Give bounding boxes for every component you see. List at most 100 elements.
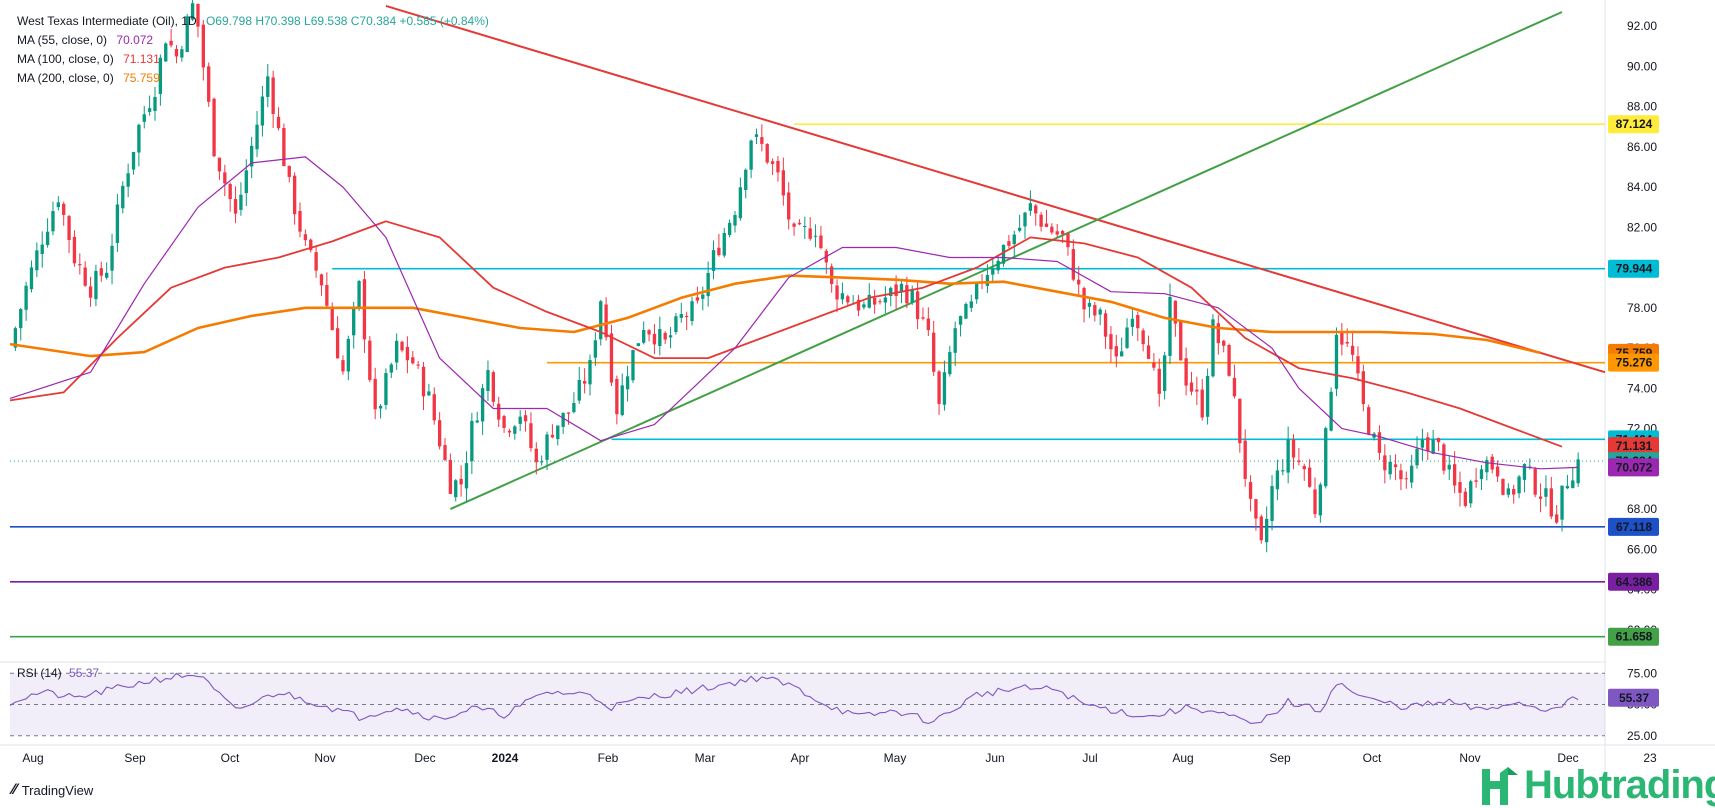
candle-body[interactable] — [362, 279, 367, 340]
candle-body[interactable] — [1130, 318, 1135, 327]
candle-body[interactable] — [1495, 466, 1500, 477]
candle-body[interactable] — [1270, 486, 1274, 521]
candle-body[interactable] — [803, 226, 807, 228]
candle-body[interactable] — [964, 304, 968, 319]
candle-body[interactable] — [1324, 428, 1328, 487]
candle-body[interactable] — [427, 391, 431, 396]
candle-body[interactable] — [437, 420, 442, 447]
candle-body[interactable] — [217, 157, 222, 172]
candle-body[interactable] — [1560, 485, 1564, 520]
candle-body[interactable] — [813, 235, 818, 237]
candle-body[interactable] — [1377, 432, 1382, 453]
candle-body[interactable] — [1125, 327, 1129, 348]
candle-body[interactable] — [1297, 460, 1301, 463]
candle-body[interactable] — [1034, 205, 1038, 214]
candle-body[interactable] — [593, 340, 598, 358]
candle-body[interactable] — [620, 385, 624, 416]
candle-body[interactable] — [1383, 455, 1387, 471]
candle-body[interactable] — [169, 40, 173, 46]
candle-body[interactable] — [1469, 481, 1473, 504]
candle-body[interactable] — [787, 192, 791, 220]
candle-body[interactable] — [126, 173, 130, 187]
candle-body[interactable] — [523, 415, 528, 422]
candle-body[interactable] — [1533, 468, 1537, 495]
candle-body[interactable] — [83, 267, 87, 286]
candle-body[interactable] — [448, 459, 453, 494]
candle-body[interactable] — [201, 24, 205, 68]
candle-body[interactable] — [1098, 309, 1102, 315]
candle-body[interactable] — [1356, 356, 1360, 374]
candle-body[interactable] — [416, 364, 420, 366]
candle-body[interactable] — [56, 202, 60, 208]
candle-body[interactable] — [1485, 460, 1489, 473]
candle-body[interactable] — [915, 291, 920, 320]
candle-body[interactable] — [1350, 345, 1355, 355]
ma200-row[interactable]: MA (200, close, 0) 75.759 — [17, 69, 489, 88]
candle-body[interactable] — [19, 309, 23, 329]
candle-body[interactable] — [1345, 341, 1349, 344]
candle-body[interactable] — [577, 380, 581, 401]
candle-body[interactable] — [174, 49, 179, 57]
candle-body[interactable] — [88, 286, 93, 298]
candle-body[interactable] — [491, 372, 495, 402]
candle-body[interactable] — [856, 299, 861, 311]
candle-body[interactable] — [711, 250, 716, 271]
candle-body[interactable] — [319, 274, 324, 286]
candle-body[interactable] — [668, 335, 673, 338]
candle-body[interactable] — [207, 66, 211, 102]
candle-body[interactable] — [389, 364, 393, 373]
candle-body[interactable] — [373, 378, 377, 410]
candle-body[interactable] — [1517, 476, 1521, 494]
candle-body[interactable] — [642, 329, 646, 343]
candle-body[interactable] — [45, 231, 50, 246]
candle-body[interactable] — [352, 307, 356, 336]
candle-body[interactable] — [1458, 482, 1462, 493]
candle-body[interactable] — [1291, 439, 1296, 458]
candle-body[interactable] — [131, 152, 136, 170]
candle-body[interactable] — [1415, 448, 1419, 466]
candle-body[interactable] — [1404, 478, 1408, 480]
candle-body[interactable] — [674, 316, 678, 333]
candle-body[interactable] — [1420, 439, 1425, 448]
candle-body[interactable] — [781, 170, 785, 196]
candle-body[interactable] — [572, 402, 576, 413]
candle-body[interactable] — [13, 328, 18, 348]
candle-body[interactable] — [1001, 244, 1006, 264]
candle-body[interactable] — [480, 388, 485, 422]
candle-body[interactable] — [1028, 203, 1033, 211]
candle-body[interactable] — [432, 394, 436, 421]
candle-body[interactable] — [368, 340, 372, 380]
candle-body[interactable] — [464, 463, 469, 489]
candle-body[interactable] — [717, 247, 721, 256]
candle-body[interactable] — [1318, 484, 1323, 516]
candle-body[interactable] — [625, 376, 630, 390]
candle-body[interactable] — [942, 372, 947, 405]
candle-body[interactable] — [470, 420, 474, 462]
candle-body[interactable] — [1361, 371, 1365, 405]
candle-body[interactable] — [1200, 389, 1204, 418]
candle-body[interactable] — [325, 284, 329, 306]
candle-body[interactable] — [830, 266, 834, 284]
ma200-line[interactable] — [9, 274, 1541, 358]
candle-body[interactable] — [958, 316, 963, 325]
candle-body[interactable] — [1195, 389, 1199, 392]
candle-body[interactable] — [797, 222, 802, 225]
candle-body[interactable] — [486, 370, 490, 391]
candle-body[interactable] — [1479, 469, 1484, 480]
candle-body[interactable] — [67, 216, 71, 241]
candle-body[interactable] — [948, 352, 952, 375]
candle-body[interactable] — [24, 285, 28, 310]
candle-body[interactable] — [314, 252, 318, 271]
candle-body[interactable] — [153, 96, 157, 111]
candle-body[interactable] — [260, 96, 265, 126]
candle-body[interactable] — [1152, 362, 1156, 368]
candle-body[interactable] — [1447, 464, 1451, 470]
candle-body[interactable] — [1103, 313, 1108, 337]
candle-body[interactable] — [749, 140, 753, 170]
candle-body[interactable] — [1238, 398, 1242, 444]
candle-body[interactable] — [663, 332, 667, 340]
candle-body[interactable] — [588, 360, 592, 385]
candle-body[interactable] — [185, 16, 189, 53]
candle-body[interactable] — [690, 301, 694, 322]
candle-body[interactable] — [115, 204, 120, 243]
